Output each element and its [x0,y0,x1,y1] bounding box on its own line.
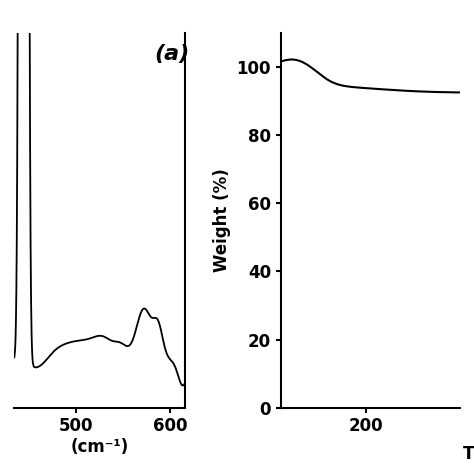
Y-axis label: Weight (%): Weight (%) [213,169,231,272]
Text: (a): (a) [154,45,189,64]
X-axis label: (cm⁻¹): (cm⁻¹) [70,438,128,456]
Text: T: T [463,445,474,463]
